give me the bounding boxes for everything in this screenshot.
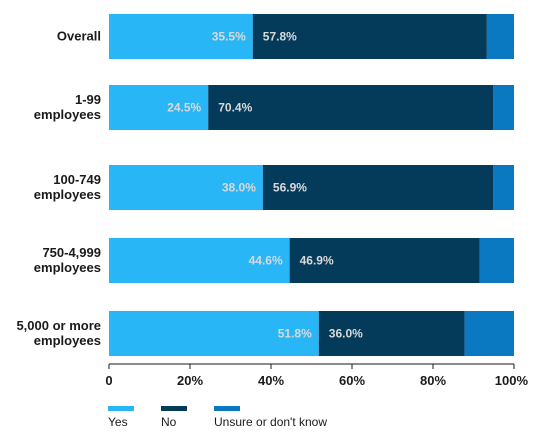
bar-segment [289,238,480,283]
x-tick-label: 0 [105,373,112,388]
x-tick-label: 40% [258,373,284,388]
legend-label: Yes [108,415,128,429]
legend-label: Unsure or don't know [214,415,328,429]
bar-segment [109,85,209,130]
bar-segment [262,165,494,210]
data-label: 38.0% [222,181,256,195]
x-tick-label: 80% [420,373,446,388]
legend-swatch [108,406,134,411]
data-label: 46.9% [300,254,334,268]
bar-segment [109,238,290,283]
category-label: 750-4,999 [42,245,101,260]
category-label: employees [34,260,101,275]
legend-swatch [214,406,240,411]
chart-legend: Yes No Unsure or don't know [108,406,528,434]
data-label: 57.8% [263,30,297,44]
data-label: 70.4% [218,101,252,115]
data-label: 44.6% [249,254,283,268]
bar-segment [109,311,319,356]
x-tick-label: 100% [495,373,529,388]
category-label: 100-749 [53,172,101,187]
bar-segment [109,14,253,59]
category-label: employees [34,107,101,122]
data-label: 56.9% [273,181,307,195]
bar-segment [493,165,514,210]
bar-segment [493,85,514,130]
data-label: 35.5% [212,30,246,44]
data-label: 24.5% [167,101,201,115]
x-tick-label: 20% [177,373,203,388]
legend-label: No [161,415,177,429]
bar-segment [318,311,465,356]
bar-segment [486,14,514,59]
category-label: 1-99 [75,92,101,107]
x-tick-label: 60% [339,373,365,388]
category-label: Overall [57,29,101,44]
category-label: employees [34,187,101,202]
bar-segment [252,14,487,59]
legend-swatch [161,406,187,411]
category-label: employees [34,333,101,348]
bar-segment [464,311,514,356]
data-label: 36.0% [329,327,363,341]
data-label: 51.8% [278,327,312,341]
bar-segment [479,238,514,283]
bar-segment [208,85,494,130]
category-label: 5,000 or more [16,318,101,333]
bar-segment [109,165,263,210]
